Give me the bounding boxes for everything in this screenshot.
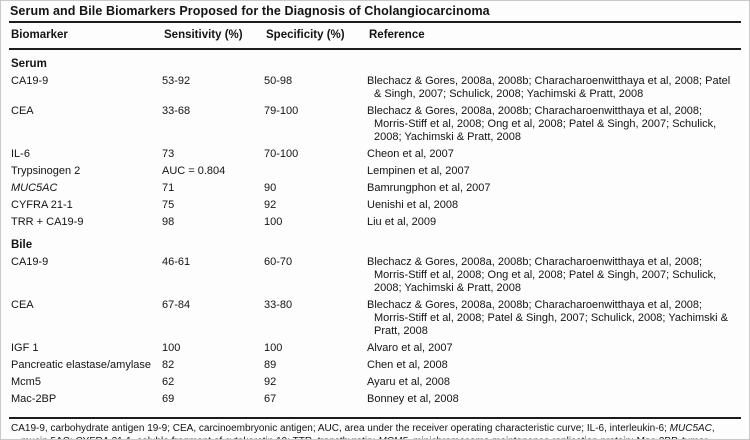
reference-cell: Bamrungphon et al, 2007	[367, 182, 491, 194]
reference-cell: Blechacz & Gores, 2008a, 2008b; Characha…	[367, 256, 717, 294]
biomarker-cell: CEA	[11, 105, 34, 117]
specificity-cell: 90	[264, 182, 277, 194]
header-specificity: Specificity (%)	[266, 29, 345, 41]
footnote-gene-symbol: MUC5AC	[669, 423, 712, 434]
section-label-bile: Bile	[11, 239, 33, 251]
biomarker-cell: Mcm5	[11, 376, 41, 388]
reference-cell: Blechacz & Gores, 2008a, 2008b; Characha…	[367, 75, 731, 100]
footnote-abbreviations: CA19-9, carbohydrate antigen 19-9; CEA, …	[9, 419, 741, 439]
biomarker-cell: Pancreatic elastase/amylase	[11, 359, 152, 371]
table-row: CA19-9 53-92 50-98 Blechacz & Gores, 2008a,…	[11, 73, 741, 103]
specificity-cell: 100	[264, 216, 283, 228]
table-row: CYFRA 21-1 75 92 Uenishi et al, 2008	[11, 197, 741, 214]
sensitivity-cell: 69	[162, 393, 175, 405]
table-row: IL-6 73 70-100 Cheon et al, 2007	[11, 146, 741, 163]
table-row: IGF 1 100 100 Alvaro et al, 2007	[11, 340, 741, 357]
specificity-cell: 89	[264, 359, 277, 371]
footnote-rule	[9, 417, 741, 419]
footnote-text: , mucin 5AC; CYFRA 21-1, soluble fragmen…	[21, 423, 715, 439]
reference-cell: Blechacz & Gores, 2008a, 2008b; Characha…	[367, 299, 729, 337]
header-sensitivity: Sensitivity (%)	[164, 29, 243, 41]
reference-cell: Chen et al, 2008	[367, 359, 448, 371]
title-rule	[9, 21, 741, 23]
sensitivity-cell: 53-92	[162, 75, 191, 87]
specificity-cell: 92	[264, 376, 277, 388]
specificity-cell: 67	[264, 393, 277, 405]
section-label-serum: Serum	[11, 58, 47, 70]
biomarker-cell: TRR + CA19-9	[11, 216, 84, 228]
reference-cell: Liu et al, 2009	[367, 216, 437, 228]
header-reference: Reference	[369, 29, 425, 41]
table-row: Trypsinogen 2 AUC = 0.804 Lempinen et al, …	[11, 163, 741, 180]
reference-cell: Uenishi et al, 2008	[367, 199, 459, 211]
specificity-cell: 92	[264, 199, 277, 211]
table-title: Serum and Bile Biomarkers Proposed for t…	[10, 4, 490, 18]
footnote-gene-symbol: MCM5	[378, 436, 407, 439]
specificity-cell: 50-98	[264, 75, 293, 87]
specificity-cell: 70-100	[264, 148, 299, 160]
biomarker-cell: CA19-9	[11, 256, 49, 268]
table-header-row: Biomarker Sensitivity (%) Specificity (%…	[9, 23, 741, 48]
table-row: Pancreatic elastase/amylase 82 89 Chen et a…	[11, 357, 741, 374]
biomarker-cell: Mac-2BP	[11, 393, 57, 405]
specificity-cell: 33-80	[264, 299, 293, 311]
sensitivity-cell: 73	[162, 148, 175, 160]
table-row: CA19-9 46-61 60-70 Blechacz & Gores, 2008a,…	[11, 254, 741, 297]
specificity-cell: 60-70	[264, 256, 293, 268]
header-rule	[9, 48, 741, 50]
biomarker-cell: MUC5AC	[11, 182, 58, 194]
table-row: Mcm5 62 92 Ayaru et al, 2008	[11, 374, 741, 391]
reference-cell: Lempinen et al, 2007	[367, 165, 470, 177]
sensitivity-cell: 62	[162, 376, 175, 388]
footnote-text: , minichromosome maintenance replication…	[21, 436, 708, 439]
biomarker-cell: CEA	[11, 299, 34, 311]
sensitivity-cell: 67-84	[162, 299, 191, 311]
biomarker-cell: Trypsinogen 2	[11, 165, 81, 177]
sensitivity-cell: 75	[162, 199, 175, 211]
sensitivity-cell: AUC = 0.804	[162, 165, 226, 177]
specificity-cell: 79-100	[264, 105, 299, 117]
specificity-cell: 100	[264, 342, 283, 354]
sensitivity-cell: 98	[162, 216, 175, 228]
reference-cell: Blechacz & Gores, 2008a, 2008b; Characha…	[367, 105, 717, 143]
reference-cell: Alvaro et al, 2007	[367, 342, 453, 354]
biomarker-cell: CYFRA 21-1	[11, 199, 73, 211]
reference-cell: Ayaru et al, 2008	[367, 376, 450, 388]
table-row: TRR + CA19-9 98 100 Liu et al, 2009	[11, 214, 741, 231]
sensitivity-cell: 82	[162, 359, 175, 371]
reference-cell: Cheon et al, 2007	[367, 148, 454, 160]
reference-cell: Bonney et al, 2008	[367, 393, 459, 405]
biomarker-cell: CA19-9	[11, 75, 49, 87]
table-row: CEA 33-68 79-100 Blechacz & Gores, 2008a, 2…	[11, 103, 741, 146]
table-row: CEA 67-84 33-80 Blechacz & Gores, 2008a, 20…	[11, 297, 741, 340]
sensitivity-cell: 46-61	[162, 256, 191, 268]
biomarker-cell: IL-6	[11, 148, 30, 160]
biomarker-cell: IGF 1	[11, 342, 39, 354]
table-row: Mac-2BP 69 67 Bonney et al, 2008	[11, 391, 741, 408]
footnote-text: CA19-9, carbohydrate antigen 19-9; CEA, …	[11, 423, 670, 434]
header-biomarker: Biomarker	[11, 29, 68, 41]
sensitivity-cell: 100	[162, 342, 181, 354]
sensitivity-cell: 71	[162, 182, 175, 194]
table-row: MUC5AC 71 90 Bamrungphon et al, 2007	[11, 180, 741, 197]
sensitivity-cell: 33-68	[162, 105, 191, 117]
table-body: Serum CA19-9 53-92 50-98 Blechacz & Gores, 2…	[9, 56, 741, 408]
